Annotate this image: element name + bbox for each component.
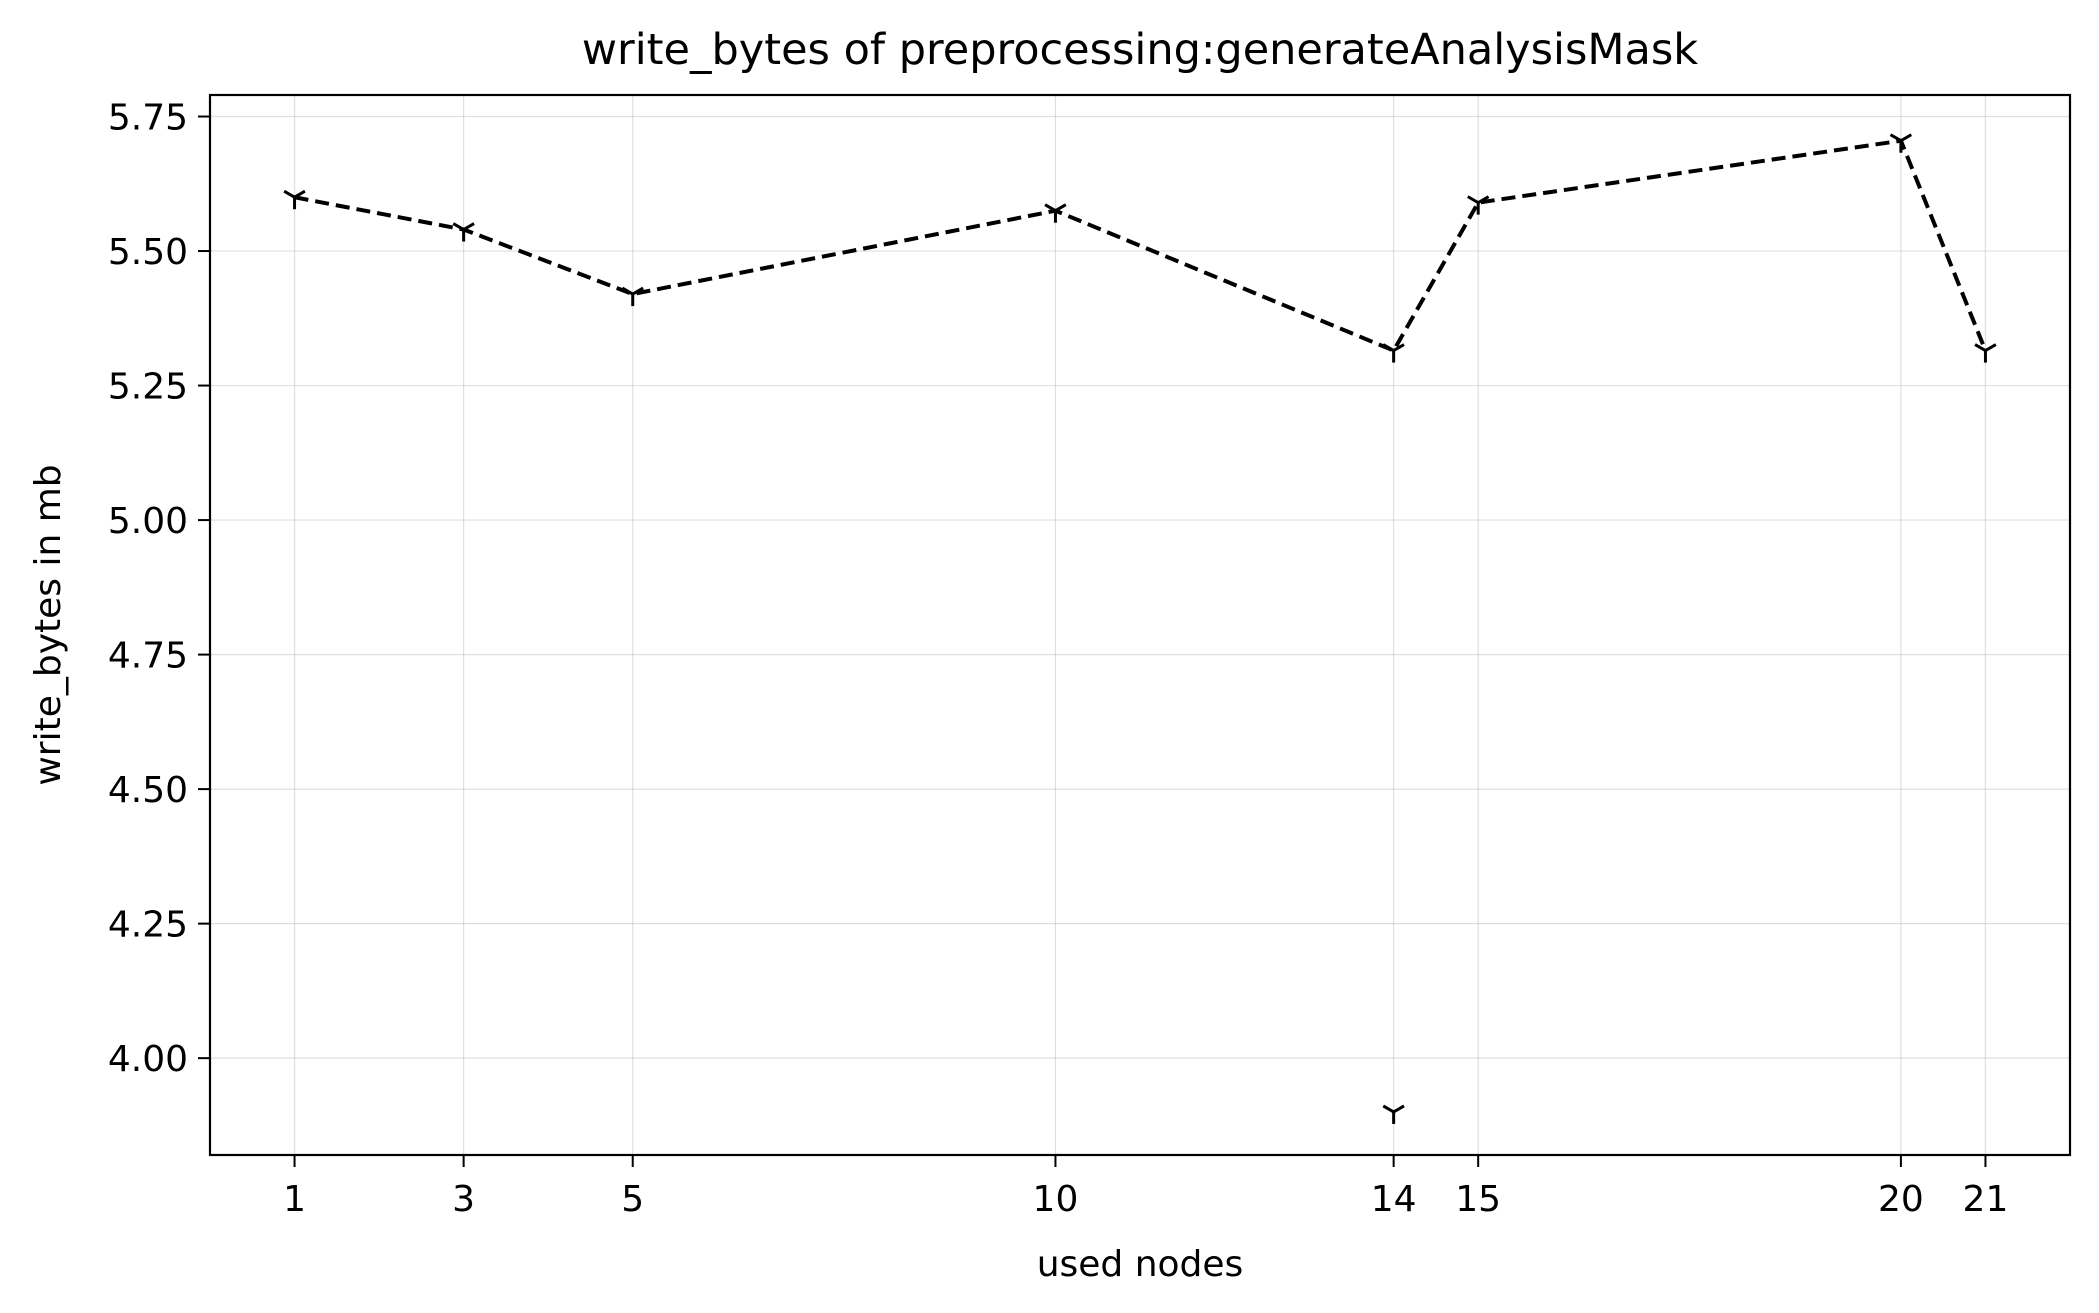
y-tick-label: 4.00 — [108, 1039, 188, 1080]
y-tick-label: 5.25 — [108, 367, 188, 408]
data-point — [1889, 133, 1913, 153]
y-tick-label: 4.25 — [108, 905, 188, 946]
x-tick-label: 14 — [1371, 1179, 1417, 1220]
y-tick-label: 5.50 — [108, 232, 188, 273]
y-tick-label: 5.00 — [108, 501, 188, 542]
x-tick-label: 1 — [283, 1179, 306, 1220]
y-tick-label: 4.75 — [108, 636, 188, 677]
x-tick-label: 15 — [1455, 1179, 1501, 1220]
data-point — [1382, 343, 1405, 363]
y-tick-label: 5.75 — [108, 98, 188, 139]
data-point — [1044, 203, 1067, 223]
x-axis-label: used nodes — [1037, 1244, 1244, 1285]
chart-title: write_bytes of preprocessing:generateAna… — [582, 25, 1698, 75]
data-point — [1467, 195, 1490, 215]
x-tick-label: 3 — [452, 1179, 475, 1220]
data-point — [1974, 343, 1997, 363]
data-point — [621, 286, 644, 307]
grid — [210, 95, 2070, 1155]
marker-layer — [283, 133, 1997, 1124]
x-axis-ticks: 1 3 5 10 14 15 20 21 — [283, 1155, 2008, 1220]
x-tick-label: 5 — [621, 1179, 644, 1220]
data-point — [452, 222, 475, 242]
data-point — [283, 189, 306, 210]
plot-frame — [208, 93, 2072, 1157]
y-tick-label: 4.50 — [108, 770, 188, 811]
y-axis-label: write_bytes in mb — [28, 464, 69, 785]
data-point — [1382, 1104, 1405, 1124]
x-tick-label: 20 — [1878, 1179, 1924, 1220]
series-layer — [294, 138, 1988, 353]
x-tick-label: 21 — [1963, 1179, 2009, 1220]
series-line — [294, 138, 1988, 353]
y-axis-ticks: 4.00 4.25 4.50 4.75 5.00 5.25 5.50 5.75 — [108, 98, 210, 1080]
x-tick-label: 10 — [1033, 1179, 1079, 1220]
